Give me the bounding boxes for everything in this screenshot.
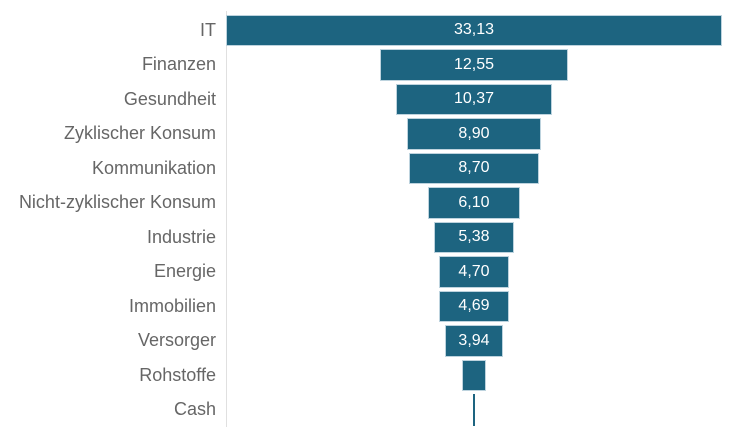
chart-rows: IT 33,13 Finanzen 12,55 Gesundheit 10,37 Zykli… [0, 13, 737, 427]
funnel-bar[interactable]: 5,38 [433, 221, 515, 253]
category-label: Finanzen [141, 54, 216, 75]
plot-area: 12,55 [226, 48, 737, 83]
funnel-bar[interactable]: 12,55 [380, 49, 568, 81]
funnel-bar[interactable]: 33,13 [226, 14, 722, 46]
category-axis-line [226, 11, 227, 427]
category-label: Zyklischer Konsum [63, 123, 216, 144]
plot-area: 10,37 [226, 82, 737, 117]
chart-row: Zyklischer Konsum 8,90 [0, 117, 737, 152]
funnel-bar[interactable]: 8,70 [408, 152, 540, 184]
funnel-bar[interactable] [473, 394, 475, 426]
bar-value-label: 8,90 [458, 124, 490, 142]
category-label: Kommunikation [91, 157, 216, 178]
plot-area: 5,38 [226, 220, 737, 255]
plot-area: 8,90 [226, 117, 737, 152]
chart-row: Immobilien 4,69 [0, 289, 737, 324]
bar-value-label: 5,38 [458, 228, 490, 246]
category-label: Immobilien [128, 295, 216, 316]
plot-area: 8,70 [226, 151, 737, 186]
funnel-bar[interactable]: 10,37 [396, 83, 552, 115]
funnel-bar[interactable]: 8,90 [407, 118, 541, 150]
chart-row: Industrie 5,38 [0, 220, 737, 255]
funnel-bar[interactable]: 4,70 [438, 256, 510, 288]
bar-value-label: 10,37 [453, 90, 494, 108]
funnel-bar[interactable]: 3,94 [444, 325, 504, 357]
category-label: Industrie [146, 226, 216, 247]
chart-row: Kommunikation 8,70 [0, 151, 737, 186]
plot-area: 3,94 [226, 324, 737, 359]
chart-row: Gesundheit 10,37 [0, 82, 737, 117]
chart-row: Versorger 3,94 [0, 324, 737, 359]
category-label: Rohstoffe [139, 364, 216, 385]
chart-row: Nicht-zyklischer Konsum 6,10 [0, 186, 737, 221]
bar-value-label: 6,10 [458, 193, 490, 211]
plot-area: 4,70 [226, 255, 737, 290]
funnel-bar[interactable]: 4,69 [438, 290, 510, 322]
plot-area: 6,10 [226, 186, 737, 221]
chart-row: Rohstoffe [0, 358, 737, 393]
chart-row: Cash [0, 393, 737, 428]
category-label: Gesundheit [123, 88, 216, 109]
bar-value-label: 33,13 [453, 21, 495, 39]
funnel-bar[interactable]: 6,10 [428, 187, 520, 219]
bar-value-label: 8,70 [458, 159, 490, 177]
category-label: Nicht-zyklischer Konsum [18, 192, 216, 213]
chart-row: Finanzen 12,55 [0, 48, 737, 83]
plot-area [226, 393, 737, 428]
bar-value-label: 12,55 [453, 55, 494, 73]
category-label: Versorger [137, 330, 216, 351]
plot-area: 33,13 [226, 13, 737, 48]
plot-area [226, 358, 737, 393]
bar-value-label: 4,70 [458, 262, 490, 280]
chart-row: Energie 4,70 [0, 255, 737, 290]
plot-area: 4,69 [226, 289, 737, 324]
bar-value-label: 4,69 [458, 297, 490, 315]
category-label: Energie [153, 261, 216, 282]
bar-value-label: 3,94 [458, 331, 490, 349]
category-label: IT [200, 19, 216, 40]
funnel-bar[interactable] [462, 359, 486, 391]
chart-row: IT 33,13 [0, 13, 737, 48]
category-label: Cash [173, 399, 216, 420]
